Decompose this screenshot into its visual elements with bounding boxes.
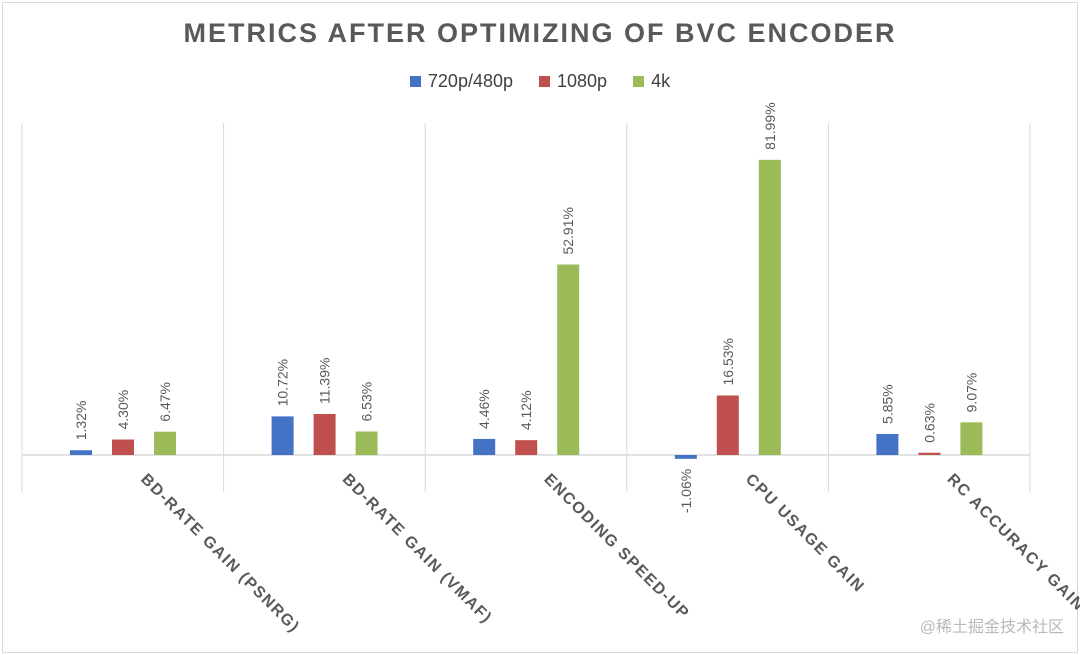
bar-720p-480p-4 (674, 455, 697, 459)
data-label-1080p-5: 0.63% (921, 403, 937, 443)
bar-4k-5 (960, 422, 983, 455)
data-label-720p-480p-1: 1.32% (73, 401, 89, 441)
data-label-720p-480p-4: -1.06% (678, 469, 694, 513)
bar-4k-2 (355, 431, 378, 455)
legend-swatch-720p (409, 76, 421, 87)
bar-720p-480p-1 (70, 450, 92, 455)
bar-720p-480p-3 (473, 438, 496, 455)
bar-1080p-3 (515, 440, 538, 455)
bar-4k-3 (557, 264, 580, 455)
bar-4k-4 (758, 159, 781, 455)
legend-label-4k: 4k (651, 71, 671, 91)
data-label-1080p-4: 16.53% (720, 338, 736, 385)
data-label-1080p-3: 4.12% (518, 390, 534, 430)
category-label-3: ENCODING SPEED-UP (540, 471, 692, 623)
data-label-4k-2: 6.53% (359, 382, 375, 422)
legend-swatch-4k (633, 76, 645, 87)
data-label-1080p-2: 11.39% (317, 358, 333, 404)
legend-item-720p: 720p/480p (409, 71, 513, 92)
bar-1080p-4 (716, 395, 739, 455)
legend-item-4k: 4k (633, 71, 670, 92)
bar-4k-1 (154, 431, 176, 455)
data-label-720p-480p-5: 5.85% (879, 384, 895, 424)
bar-720p-480p-5 (876, 433, 899, 455)
category-label-2: BD-RATE GAIN (VMAF) (339, 471, 495, 627)
legend-item-1080p: 1080p (539, 71, 607, 92)
category-label-1: BD-RATE GAIN (PSNRG) (137, 471, 303, 637)
category-label-5: RC ACCURACY GAIN (944, 471, 1080, 615)
watermark: @稀土掘金技术社区 (919, 619, 1064, 636)
data-label-4k-1: 6.47% (157, 382, 173, 422)
bar-1080p-2 (313, 413, 336, 455)
data-label-4k-5: 9.07% (963, 373, 979, 413)
bar-720p-480p-2 (271, 416, 294, 455)
bar-1080p-1 (112, 439, 134, 455)
chart-title: METRICS AFTER OPTIMIZING OF BVC ENCODER (183, 18, 897, 48)
data-label-4k-3: 52.91% (560, 207, 576, 254)
data-label-720p-480p-2: 10.72% (275, 359, 291, 406)
legend-label-1080p: 1080p (557, 71, 608, 91)
category-label-4: CPU USAGE GAIN (742, 471, 868, 597)
data-label-720p-480p-3: 4.46% (476, 389, 492, 429)
chart-legend: 720p/480p 1080p 4k (0, 71, 1080, 92)
data-label-1080p-1: 4.30% (115, 390, 131, 430)
data-label-4k-4: 81.99% (762, 102, 778, 149)
bar-1080p-5 (918, 452, 941, 455)
legend-swatch-1080p (539, 76, 550, 87)
legend-label-720p: 720p/480p (427, 71, 513, 91)
